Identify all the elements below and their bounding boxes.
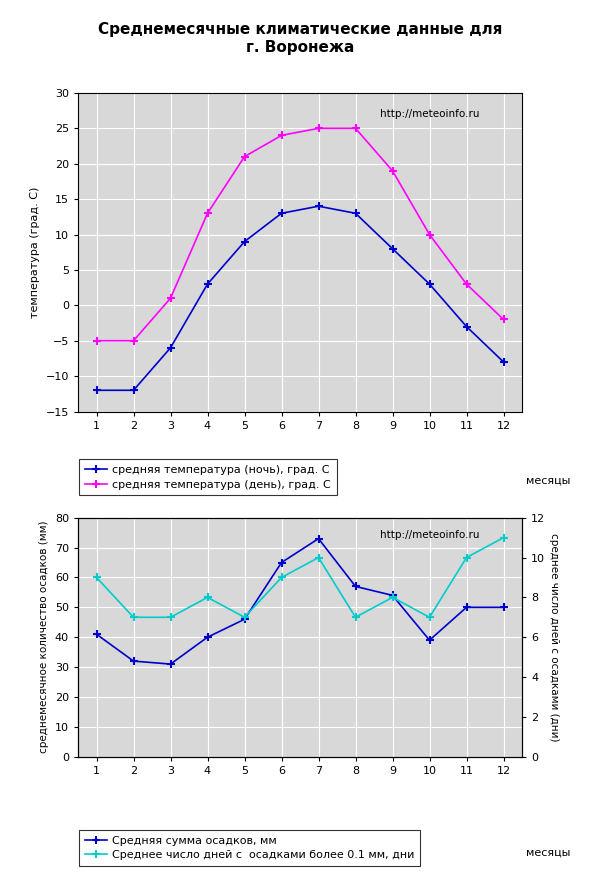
Legend: Средняя сумма осадков, мм, Среднее число дней с  осадками более 0.1 мм, дни: Средняя сумма осадков, мм, Среднее число… [79,830,421,866]
Text: г. Воронежа: г. Воронежа [246,40,354,55]
Text: http://meteoinfo.ru: http://meteoinfo.ru [380,109,479,119]
Y-axis label: среднее число дней с осадками (дни): среднее число дней с осадками (дни) [549,533,559,742]
Text: месяцы: месяцы [526,848,571,858]
Y-axis label: температура (град. С): температура (град. С) [30,187,40,318]
Text: http://meteoinfo.ru: http://meteoinfo.ru [380,529,479,540]
Legend: средняя температура (ночь), град. С, средняя температура (день), град. С: средняя температура (ночь), град. С, сре… [79,459,337,496]
Y-axis label: среднемесячное количество осадков (мм): среднемесячное количество осадков (мм) [39,521,49,753]
Text: месяцы: месяцы [526,475,571,485]
Text: Среднемесячные климатические данные для: Среднемесячные климатические данные для [98,22,502,37]
